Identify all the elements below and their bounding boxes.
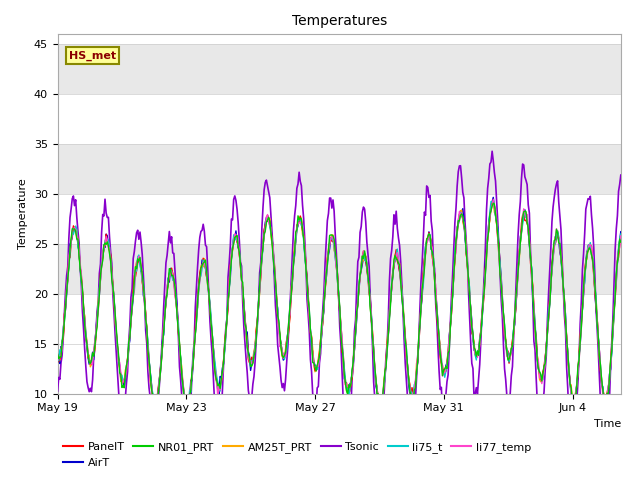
Bar xyxy=(58,44,621,94)
Bar xyxy=(58,244,621,294)
Text: HS_met: HS_met xyxy=(69,51,116,61)
X-axis label: Time: Time xyxy=(593,419,621,429)
Legend: PanelT, AirT, NR01_PRT, AM25T_PRT, Tsonic, li75_t, li77_temp: PanelT, AirT, NR01_PRT, AM25T_PRT, Tsoni… xyxy=(63,443,531,468)
Y-axis label: Temperature: Temperature xyxy=(18,178,28,249)
Bar xyxy=(58,144,621,193)
Title: Temperatures: Temperatures xyxy=(292,14,387,28)
